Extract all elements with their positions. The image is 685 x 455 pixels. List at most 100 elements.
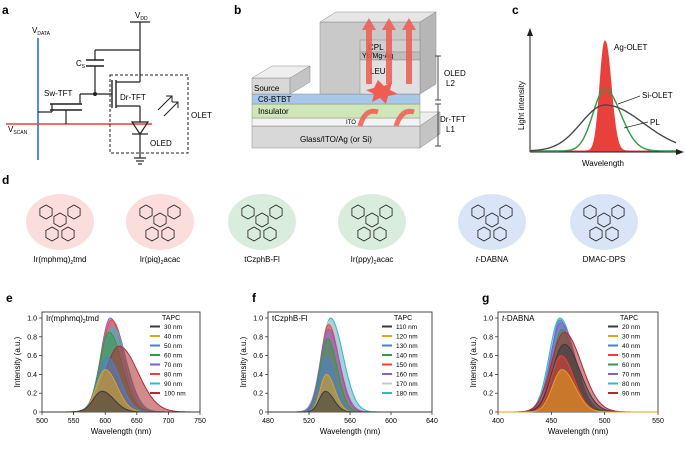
series-fill xyxy=(498,344,658,412)
molecule-name: Ir(ppy)2acac xyxy=(351,255,394,266)
y-tick-label: 0.2 xyxy=(483,391,493,398)
y-tick-label: 0.8 xyxy=(483,334,493,341)
molecule-ring xyxy=(139,204,153,220)
series-fill xyxy=(498,369,658,412)
molecule-name: Ir(piq)2acac xyxy=(140,255,181,266)
panel-label-c: c xyxy=(512,3,519,17)
olet-box xyxy=(109,74,189,154)
molecule-ring xyxy=(153,212,167,228)
molecule-glow xyxy=(570,194,638,250)
chart-g: g 400 450 500 550 0 0.2 0.4 0.6 0.8 1.0 Wavelength … xyxy=(469,291,664,436)
y-tick-label: 0 xyxy=(489,410,493,417)
chart-title: Ir(mphmq)2tmd xyxy=(46,314,99,325)
molecule-ring xyxy=(167,204,181,220)
panel-c: c Light intensity Wavelength Ag-OLET Si-… xyxy=(512,3,684,168)
oled-label: OLED xyxy=(150,139,172,148)
legend-title: TAPC xyxy=(620,315,638,322)
emission-burst xyxy=(366,80,398,104)
pl-curve xyxy=(529,104,677,152)
c8btbt-label: C8-BTBT xyxy=(258,95,291,104)
molecule-glow xyxy=(228,194,296,250)
legend-entry: 40 nm xyxy=(622,343,640,350)
legend-entry: 70 nm xyxy=(622,372,640,379)
source-label: Source xyxy=(254,84,280,93)
molecule-ring xyxy=(45,226,59,242)
series-line xyxy=(498,369,658,413)
y-axis-label: Intensity (a.u.) xyxy=(469,336,478,387)
molecule-ring xyxy=(357,226,371,242)
molecule-ring xyxy=(611,204,625,220)
series-fill xyxy=(42,369,200,412)
molecule-ring xyxy=(161,226,175,242)
chart-title: t-DABNA xyxy=(502,314,535,323)
y-tick-label: 0.6 xyxy=(27,353,37,360)
molecule-ring xyxy=(583,204,597,220)
vscan-label: VSCAN xyxy=(8,125,28,136)
substrate-label: Glass/ITO/Ag (or Si) xyxy=(300,135,372,144)
molecule-row: Ir(mphmq)2tmd Ir(piq)2acac tCzphB-Fl Ir(ppy… xyxy=(26,194,638,266)
spectra-charts: e 500 550 600 650 700 750 0 0.2 0.4 0.6 0.8 1.0 Wavel… xyxy=(6,291,664,436)
molecule-ring xyxy=(39,204,53,220)
legend-title: TAPC xyxy=(162,315,180,322)
molecule-glow xyxy=(338,194,406,250)
legend-entry: 140 nm xyxy=(396,353,418,360)
y-tick-label: 1.0 xyxy=(253,316,263,323)
x-tick-label: 750 xyxy=(194,418,206,425)
molecule-ring xyxy=(269,204,283,220)
molecule-ring xyxy=(373,226,387,242)
legend-entry: 60 nm xyxy=(622,362,640,369)
series-fill xyxy=(42,346,200,412)
molecule-ring xyxy=(145,226,159,242)
y-tick-label: 0.8 xyxy=(27,334,37,341)
y-tick-label: 0.4 xyxy=(483,372,493,379)
molecule-4: t-DABNA xyxy=(458,194,526,264)
olet-label: OLET xyxy=(191,111,212,120)
panel-d: d Ir(mphmq)2tmd Ir(piq)2acac tCzphB-Fl Ir(p… xyxy=(2,173,638,266)
y-tick-label: 0.6 xyxy=(483,353,493,360)
chart-f: f 480 520 560 600 640 0 0.2 0.4 0.6 0.8 1.0 Waveleng… xyxy=(239,291,438,436)
series-line xyxy=(42,390,200,413)
molecule-ring xyxy=(493,226,507,242)
series-fill xyxy=(268,320,432,412)
molecule-glow xyxy=(26,194,94,250)
legend-entry: 80 nm xyxy=(164,372,182,379)
c-xlabel: Wavelength xyxy=(582,159,624,168)
legend-entry: 100 nm xyxy=(164,391,186,398)
carrier-arrow-1 xyxy=(357,108,379,127)
emission-up-arrows xyxy=(362,18,416,84)
molecule-3: Ir(ppy)2acac xyxy=(338,194,406,266)
oled-diode xyxy=(130,121,150,136)
molecule-ring xyxy=(605,226,619,242)
molecule-ring xyxy=(499,204,513,220)
y-tick-label: 0 xyxy=(33,410,37,417)
ito-label: ITO xyxy=(346,120,356,126)
legend-entry: 70 nm xyxy=(164,362,182,369)
leu-label: LEU xyxy=(370,67,386,76)
emission-arrows xyxy=(157,95,179,117)
molecule-ring xyxy=(53,212,67,228)
legend-entry: 80 nm xyxy=(622,381,640,388)
chart-title: tCzphB-Fl xyxy=(272,314,308,323)
x-tick-label: 640 xyxy=(426,418,438,425)
c-ylabel: Light intensity xyxy=(517,81,526,130)
y-tick-label: 0.4 xyxy=(253,372,263,379)
x-tick-label: 560 xyxy=(344,418,356,425)
si-olet-label: Si-OLET xyxy=(642,91,673,100)
y-tick-label: 0.2 xyxy=(253,391,263,398)
molecule-1: Ir(piq)2acac xyxy=(126,194,194,266)
legend-entry: 50 nm xyxy=(164,343,182,350)
drtft-l1-label: Dr-TFT xyxy=(440,115,466,124)
l1-label: L1 xyxy=(446,125,455,134)
x-tick-label: 550 xyxy=(652,418,664,425)
panel-label-a: a xyxy=(2,3,9,17)
x-tick-label: 500 xyxy=(36,418,48,425)
x-tick-label: 550 xyxy=(68,418,80,425)
ag-olet-label: Ag-OLET xyxy=(614,43,647,52)
legend-title: TAPC xyxy=(394,315,412,322)
y-tick-label: 0.8 xyxy=(253,334,263,341)
vdd-label: VDD xyxy=(135,11,148,22)
y-tick-label: 1.0 xyxy=(27,316,37,323)
molecule-glow xyxy=(126,194,194,250)
molecule-ring xyxy=(485,212,499,228)
